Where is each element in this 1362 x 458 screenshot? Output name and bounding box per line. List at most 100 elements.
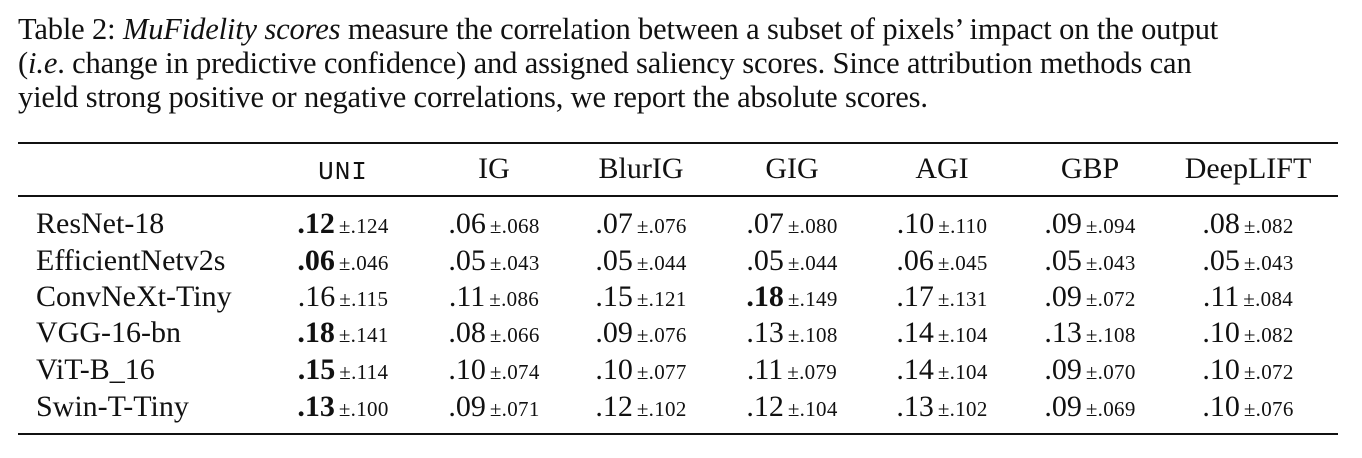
score-value: .09 xyxy=(448,390,486,423)
score-std: ±.149 xyxy=(787,287,838,311)
table-cell: .10 ±.110 xyxy=(897,207,988,243)
score-std: ±.074 xyxy=(489,360,540,384)
column-header-gbp: GBP xyxy=(1060,152,1120,185)
score-std: ±.141 xyxy=(338,323,389,347)
caption-paren: ( xyxy=(18,46,29,80)
table-cell: .06 ±.046 xyxy=(297,244,388,280)
score-std: ±.069 xyxy=(1085,397,1136,421)
score-std: ±.121 xyxy=(636,287,687,311)
best-score-value: .15 xyxy=(297,353,336,386)
score-value: .11 xyxy=(746,353,784,386)
table-top-rule xyxy=(18,142,1338,144)
score-value: .17 xyxy=(896,280,934,313)
score-value: .09 xyxy=(1044,280,1082,313)
table-cell: .10 ±.076 xyxy=(1202,390,1293,426)
best-score-value: .13 xyxy=(297,390,335,423)
row-label: ViT-B_16 xyxy=(36,353,155,386)
best-score-value: .06 xyxy=(297,244,335,277)
table-header-rule xyxy=(18,195,1338,197)
column-header-ig: IG xyxy=(478,152,510,185)
table-cell: .15 ±.121 xyxy=(595,280,686,316)
score-value: .08 xyxy=(1202,207,1240,240)
table-caption: Table 2: MuFidelity scores measure the c… xyxy=(18,12,1348,114)
table-cell: .05 ±.043 xyxy=(448,244,539,280)
score-value: .05 xyxy=(595,244,633,277)
caption-ie: i.e xyxy=(28,46,58,80)
column-header-agi: AGI xyxy=(915,152,969,185)
table-cell: .05 ±.043 xyxy=(1202,244,1293,280)
score-std: ±.104 xyxy=(937,323,988,347)
caption-label: Table 2: xyxy=(18,12,116,46)
score-value: .11 xyxy=(1202,280,1240,313)
table-cell: .05 ±.044 xyxy=(746,244,837,280)
score-std: ±.084 xyxy=(1243,287,1294,311)
score-std: ±.124 xyxy=(338,214,389,238)
table-cell: .11 ±.079 xyxy=(747,353,837,389)
table-cell: .09 ±.070 xyxy=(1044,353,1135,389)
column-header-uni: UNI xyxy=(318,157,368,187)
score-std: ±.076 xyxy=(1243,397,1294,421)
score-value: .09 xyxy=(1044,390,1082,423)
table-cell: .09 ±.094 xyxy=(1044,207,1135,243)
score-std: ±.043 xyxy=(489,251,540,275)
score-value: .13 xyxy=(896,390,934,423)
table-cell: .13 ±.108 xyxy=(746,316,837,352)
score-value: .07 xyxy=(746,207,784,240)
score-value: .05 xyxy=(746,244,784,277)
score-std: ±.071 xyxy=(489,397,540,421)
score-value: .10 xyxy=(448,353,486,386)
score-std: ±.082 xyxy=(1243,323,1294,347)
score-std: ±.076 xyxy=(636,214,687,238)
table-cell: .06 ±.045 xyxy=(896,244,987,280)
score-std: ±.100 xyxy=(338,397,389,421)
table-cell: .12 ±.104 xyxy=(746,390,837,426)
table-cell: .15 ±.114 xyxy=(298,353,389,389)
score-std: ±.044 xyxy=(787,251,838,275)
table-cell: .12 ±.124 xyxy=(297,207,388,243)
table-cell: .10 ±.072 xyxy=(1202,353,1293,389)
table-cell: .09 ±.069 xyxy=(1044,390,1135,426)
score-std: ±.110 xyxy=(938,214,988,238)
score-value: .06 xyxy=(896,244,934,277)
table-cell: .10 ±.074 xyxy=(448,353,539,389)
score-std: ±.072 xyxy=(1243,360,1294,384)
score-value: .07 xyxy=(595,207,633,240)
table-cell: .17 ±.131 xyxy=(896,280,987,316)
table-cell: .18 ±.141 xyxy=(297,316,388,352)
score-std: ±.102 xyxy=(636,397,687,421)
score-std: ±.114 xyxy=(339,360,389,384)
table-cell: .13 ±.102 xyxy=(896,390,987,426)
table-cell: .09 ±.072 xyxy=(1044,280,1135,316)
score-std: ±.080 xyxy=(787,214,838,238)
table-cell: .11 ±.084 xyxy=(1203,280,1293,316)
table-cell: .06 ±.068 xyxy=(448,207,539,243)
score-value: .05 xyxy=(1202,244,1240,277)
table-cell: .05 ±.043 xyxy=(1044,244,1135,280)
score-std: ±.094 xyxy=(1085,214,1136,238)
best-score-value: .12 xyxy=(297,207,335,240)
table-cell: .13 ±.100 xyxy=(297,390,388,426)
table-cell: .18 ±.149 xyxy=(746,280,837,316)
score-value: .08 xyxy=(448,316,486,349)
score-value: .14 xyxy=(896,316,934,349)
table-cell: .14 ±.104 xyxy=(896,353,987,389)
score-std: ±.108 xyxy=(787,323,838,347)
score-value: .10 xyxy=(896,207,935,240)
score-std: ±.115 xyxy=(339,287,389,311)
score-std: ±.068 xyxy=(489,214,540,238)
caption-emphasis: MuFidelity scores xyxy=(122,12,341,46)
column-header-gig: GIG xyxy=(765,152,819,185)
score-std: ±.044 xyxy=(636,251,687,275)
score-std: ±.072 xyxy=(1085,287,1136,311)
column-header-blurig: BlurIG xyxy=(598,152,684,185)
table-cell: .07 ±.076 xyxy=(595,207,686,243)
row-label: VGG-16-bn xyxy=(36,316,181,349)
table-cell: .11 ±.086 xyxy=(449,280,539,316)
score-value: .10 xyxy=(1202,316,1240,349)
caption-line-3: yield strong positive or negative correl… xyxy=(18,80,928,114)
score-std: ±.043 xyxy=(1243,251,1294,275)
row-label: EfficientNetv2s xyxy=(36,244,226,277)
table-cell: .13 ±.108 xyxy=(1044,316,1135,352)
score-value: .10 xyxy=(1202,353,1240,386)
score-value: .06 xyxy=(448,207,486,240)
